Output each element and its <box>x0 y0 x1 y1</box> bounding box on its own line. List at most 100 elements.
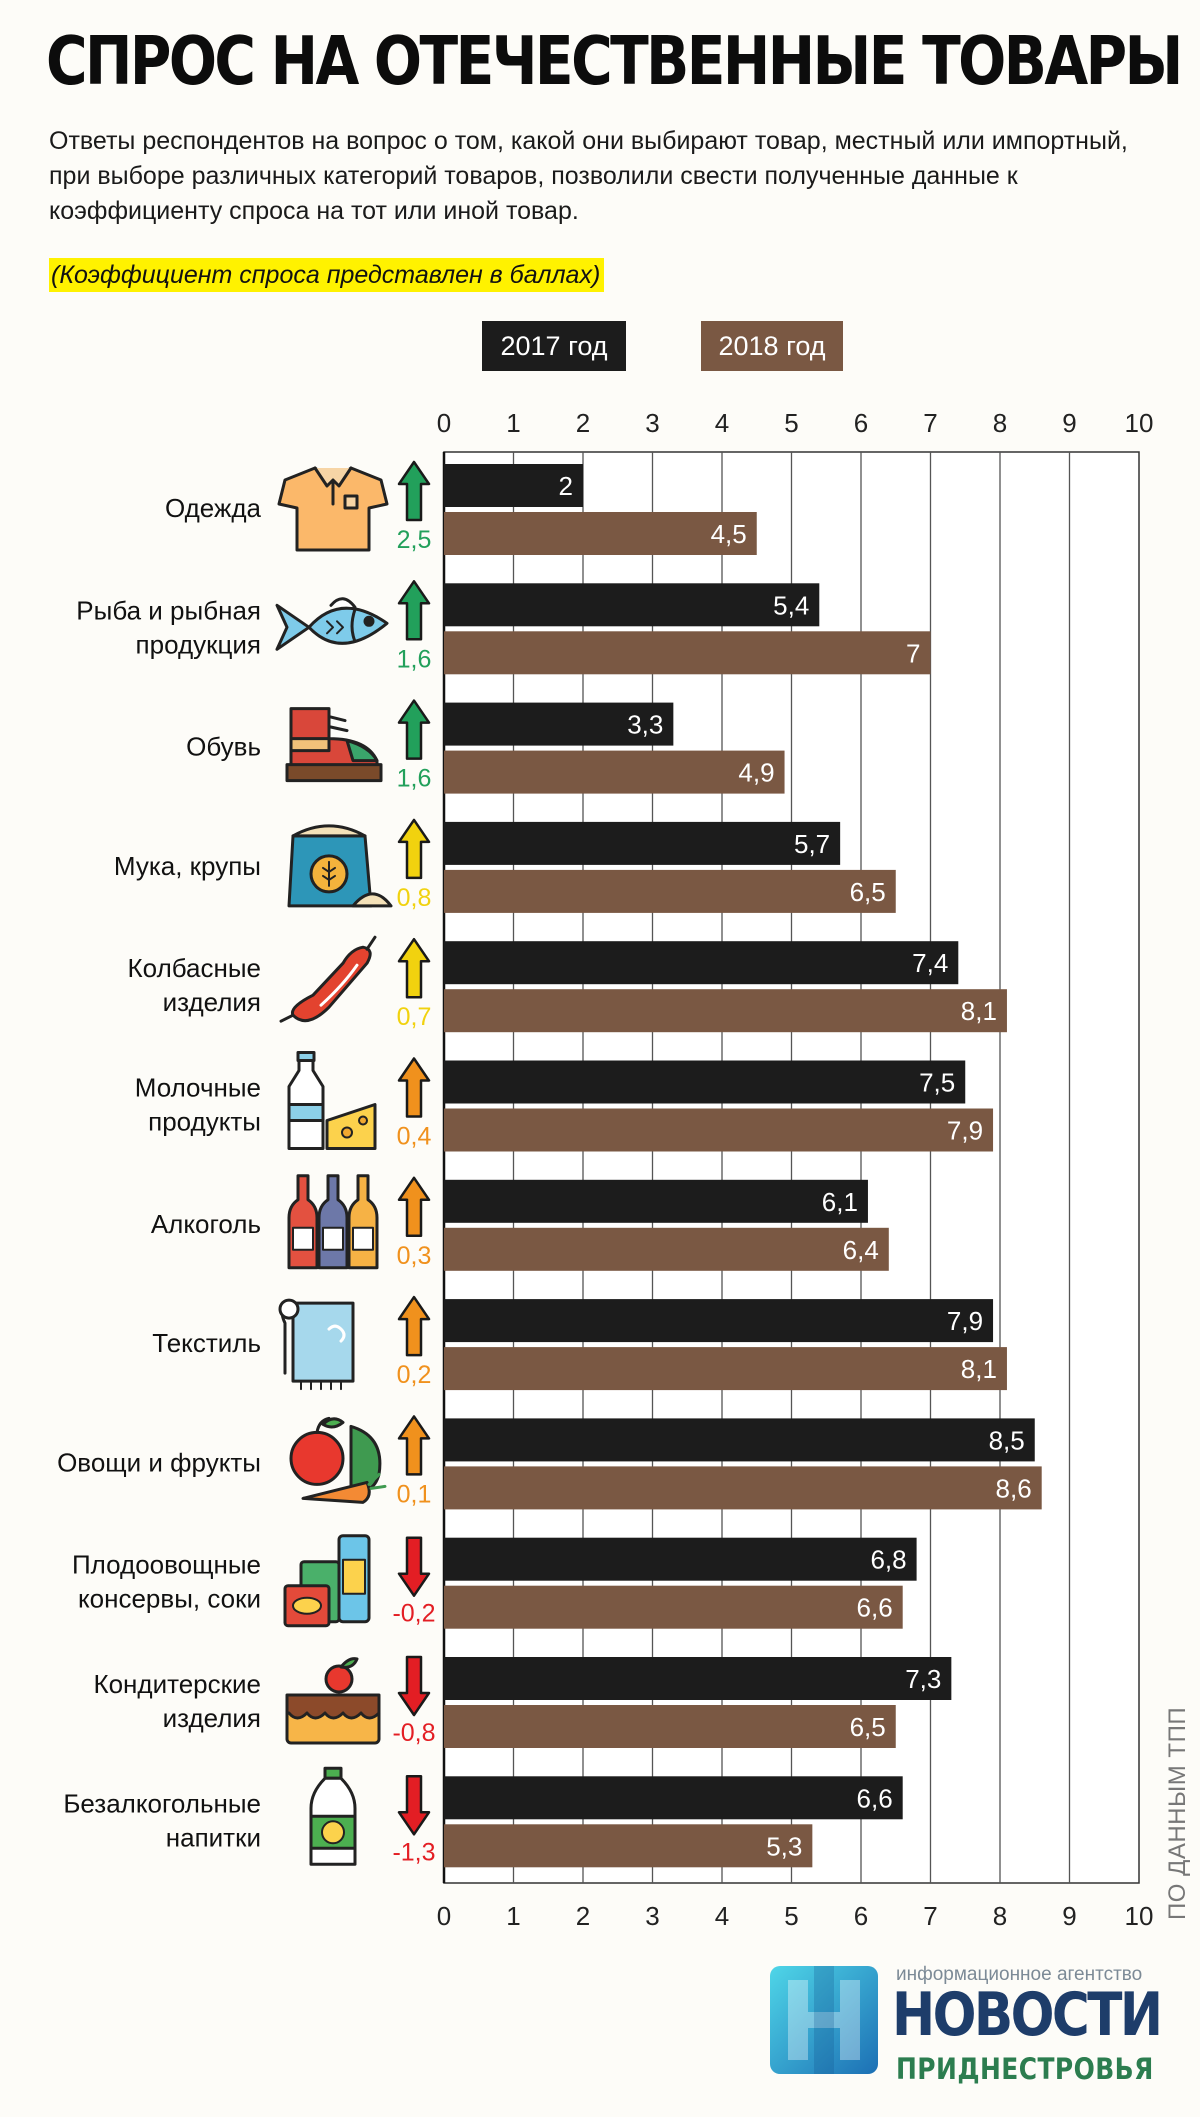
canned-food-icon <box>283 1534 371 1628</box>
category-label: напитки <box>166 1822 261 1852</box>
change-value: 0,8 <box>397 884 432 912</box>
x-tick-label-bottom: 3 <box>645 1901 659 1931</box>
cake-icon <box>285 1657 381 1745</box>
bar-label-2018: 6,5 <box>850 877 886 907</box>
category-row: 3,3 4,9 Обувь 1,6 <box>186 699 785 794</box>
change-arrow-up-icon <box>397 818 431 880</box>
x-tick-label-top: 3 <box>645 408 659 438</box>
bar-2018 <box>444 1585 903 1629</box>
bar-2017 <box>444 1418 1035 1462</box>
category-label: Алкоголь <box>151 1209 261 1239</box>
change-arrow-down-icon <box>397 1775 431 1836</box>
category-label: Безалкогольные <box>63 1788 261 1818</box>
bar-label-2018: 7,9 <box>947 1116 983 1146</box>
category-label: Мука, крупы <box>114 851 261 881</box>
bar-2017 <box>444 1776 903 1820</box>
logo-mark-icon <box>770 1966 878 2074</box>
bar-label-2018: 7 <box>906 638 920 668</box>
logo-sub-text: ПРИДНЕСТРОВЬЯ <box>896 2052 1154 2086</box>
x-tick-label-top: 10 <box>1125 408 1154 438</box>
bar-2018 <box>444 1227 889 1271</box>
page-title: СПРОС НА ОТЕЧЕСТВЕННЫЕ ТОВАРЫ <box>46 22 1183 100</box>
x-tick-label-top: 7 <box>923 408 937 438</box>
category-row: 6,6 5,3 Безалкогольные напитки -1,3 <box>63 1766 903 1868</box>
x-tick-label-bottom: 6 <box>854 1901 868 1931</box>
flour-sack-icon <box>287 824 393 908</box>
change-arrow-up-icon <box>397 1295 431 1357</box>
bar-2018 <box>444 512 757 555</box>
x-tick-label-top: 4 <box>715 408 729 438</box>
soft-drink-bottle-icon <box>309 1766 357 1866</box>
bar-2018 <box>444 1347 1007 1391</box>
bar-2017 <box>444 702 674 746</box>
category-label: консервы, соки <box>78 1584 261 1614</box>
bar-2018 <box>444 1108 994 1152</box>
change-value: 0,1 <box>397 1480 432 1508</box>
bar-label-2017: 7,4 <box>912 948 948 978</box>
bar-label-2018: 5,3 <box>766 1831 802 1861</box>
logo: информационное агентство НОВОСТИ ПРИДНЕС… <box>770 1960 1170 2110</box>
boot-icon <box>285 707 383 783</box>
bar-2018 <box>444 1824 813 1868</box>
bar-label-2017: 5,4 <box>773 590 809 620</box>
bar-2017 <box>444 1179 868 1223</box>
bar-label-2018: 6,6 <box>857 1593 893 1623</box>
category-label: изделия <box>163 987 261 1017</box>
bar-label-2017: 6,6 <box>857 1783 893 1813</box>
category-label: Обувь <box>186 732 261 762</box>
change-value: 0,7 <box>397 1003 432 1031</box>
change-arrow-down-icon <box>397 1536 431 1597</box>
bar-2018 <box>444 1466 1042 1510</box>
bar-2017 <box>444 1537 917 1581</box>
bar-2017 <box>444 583 820 627</box>
fruit-vegetables-icon <box>289 1416 387 1504</box>
category-label: продукция <box>136 629 261 659</box>
change-value: 1,6 <box>397 765 432 793</box>
bar-label-2017: 8,5 <box>989 1425 1025 1455</box>
category-row: 6,8 6,6 Плодоовощные консервы, соки -0,2 <box>72 1534 917 1629</box>
bar-label-2018: 4,5 <box>711 519 747 549</box>
bar-label-2018: 8,1 <box>961 996 997 1026</box>
bar-2018 <box>444 989 1007 1033</box>
change-value: -0,8 <box>392 1719 435 1747</box>
change-value: 0,3 <box>397 1242 432 1270</box>
bar-label-2017: 5,7 <box>794 829 830 859</box>
change-arrow-up-icon <box>397 937 431 999</box>
change-arrow-up-icon <box>397 1176 431 1238</box>
source-note: ПО ДАННЫМ ТПП <box>1164 1706 1191 1920</box>
category-row: 7,9 8,1 Текстиль 0,2 <box>152 1295 1007 1391</box>
change-value: 0,2 <box>397 1361 432 1389</box>
bar-label-2018: 8,6 <box>996 1473 1032 1503</box>
bar-label-2017: 6,1 <box>822 1187 858 1217</box>
category-row: 6,1 6,4 Алкоголь 0,3 <box>151 1174 889 1271</box>
change-arrow-up-icon <box>397 580 431 641</box>
change-arrow-up-icon <box>397 1415 431 1476</box>
bar-label-2017: 7,3 <box>905 1664 941 1694</box>
category-row: 8,5 8,6 Овощи и фрукты 0,1 <box>57 1415 1042 1510</box>
category-label: Колбасные <box>128 953 261 983</box>
bar-2017 <box>444 1060 966 1104</box>
category-row: 2 4,5 Одежда 2,5 <box>165 460 757 555</box>
wine-bottles-icon <box>287 1174 379 1270</box>
category-row: 5,7 6,5 Мука, крупы 0,8 <box>114 818 896 913</box>
category-label: Рыба и рыбная <box>76 595 261 625</box>
category-label: Овощи и фрукты <box>57 1447 261 1477</box>
page-subtitle: Ответы респондентов на вопрос о том, как… <box>49 127 1128 225</box>
x-tick-label-bottom: 2 <box>576 1901 590 1931</box>
category-label: продукты <box>148 1107 261 1137</box>
x-tick-label-top: 5 <box>784 408 798 438</box>
x-tick-label-top: 8 <box>993 408 1007 438</box>
change-arrow-up-icon <box>397 460 431 522</box>
change-value: 0,4 <box>397 1123 432 1151</box>
change-arrow-down-icon <box>397 1655 431 1717</box>
logo-top-text: информационное агентство <box>896 1964 1143 1985</box>
bar-2018 <box>444 631 931 675</box>
x-tick-label-top: 2 <box>576 408 590 438</box>
category-label: Плодоовощные <box>72 1550 261 1580</box>
x-tick-label-bottom: 1 <box>506 1901 520 1931</box>
x-tick-label-bottom: 10 <box>1125 1901 1154 1931</box>
category-row: 5,4 7 Рыба и рыбная продукция 1,6 <box>76 580 931 675</box>
bar-label-2018: 4,9 <box>738 758 774 788</box>
bar-2017 <box>444 1657 952 1700</box>
bar-2018 <box>444 1705 896 1748</box>
